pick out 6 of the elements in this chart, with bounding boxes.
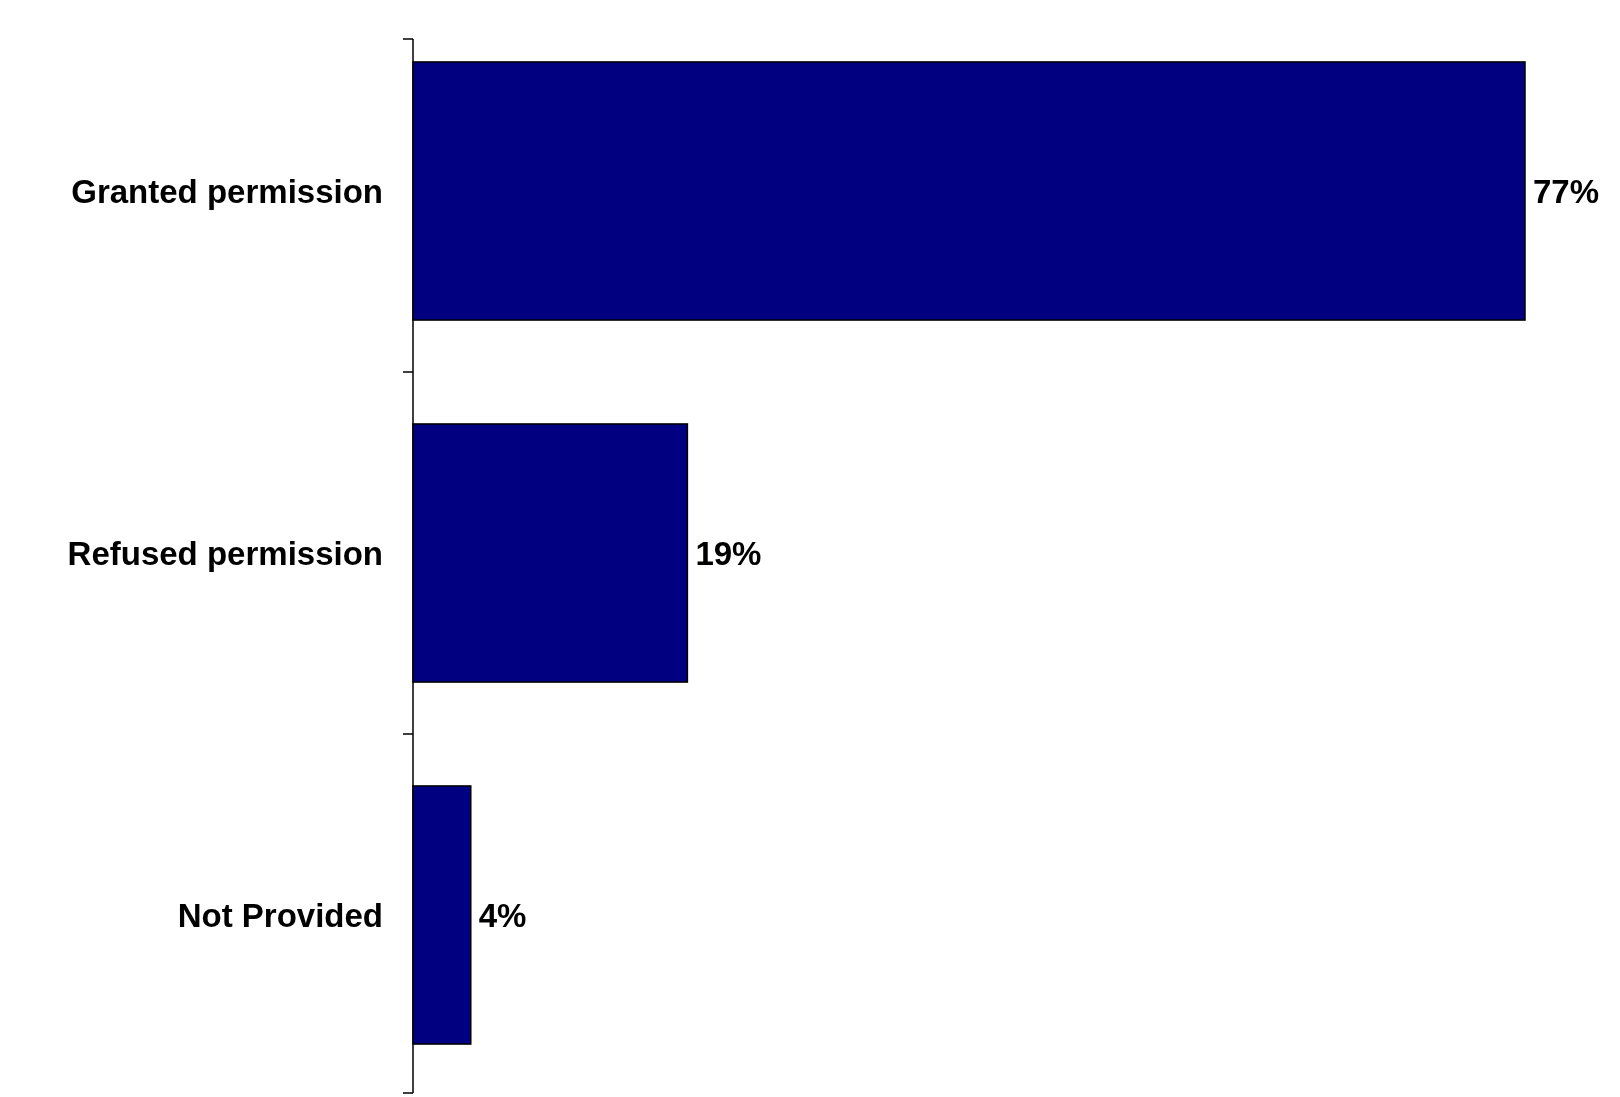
y-tick-label: Granted permission bbox=[71, 172, 383, 210]
y-tick-label: Not Provided bbox=[177, 896, 383, 934]
data-label: 77% bbox=[1533, 172, 1600, 210]
data-label: 19% bbox=[695, 534, 762, 572]
y-tick-label: Refused permission bbox=[67, 534, 383, 572]
data-label: 4% bbox=[478, 896, 527, 934]
